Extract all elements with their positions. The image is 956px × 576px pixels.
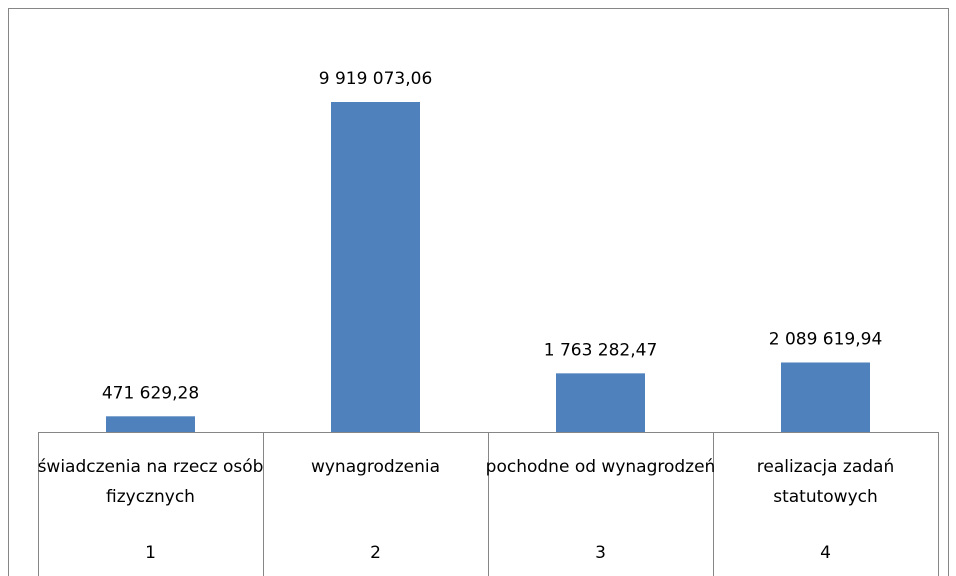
bar bbox=[331, 102, 420, 432]
chart-border bbox=[8, 8, 949, 576]
category-number: 1 bbox=[145, 543, 156, 563]
category-number: 4 bbox=[820, 543, 831, 563]
data-label: 2 089 619,94 bbox=[769, 329, 883, 349]
data-label: 9 919 073,06 bbox=[319, 69, 433, 89]
category-number: 3 bbox=[595, 543, 606, 563]
bar bbox=[556, 373, 645, 432]
category-label: wynagrodzenia bbox=[310, 457, 441, 477]
bar bbox=[106, 416, 195, 432]
data-label: 1 763 282,47 bbox=[544, 340, 658, 360]
data-label: 471 629,28 bbox=[102, 383, 199, 403]
bar bbox=[781, 362, 870, 432]
category-label: pochodne od wynagrodzeń bbox=[485, 457, 716, 477]
category-label: świadczenia na rzecz osób fizycznych bbox=[37, 457, 264, 507]
category-number: 2 bbox=[370, 543, 381, 563]
category-label: realizacja zadań statutowych bbox=[756, 457, 895, 507]
